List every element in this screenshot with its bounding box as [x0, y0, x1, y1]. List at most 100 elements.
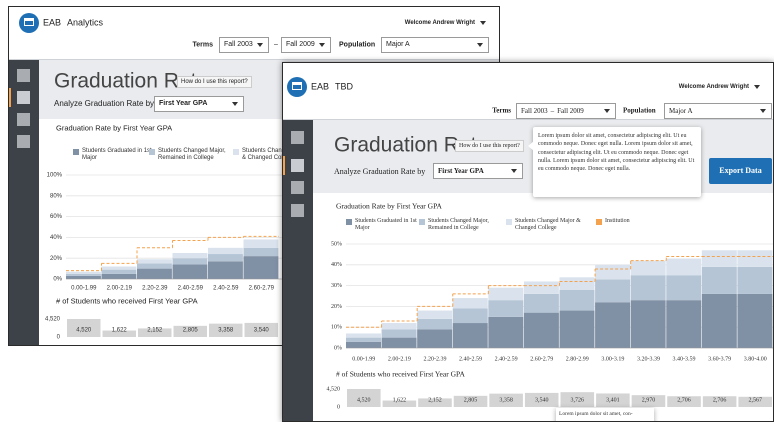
nav-icon[interactable]	[17, 91, 30, 104]
y-tick-label: 100%	[47, 173, 63, 179]
count-tick-label: 4,520	[327, 386, 341, 392]
count-value-label: 2,706	[677, 397, 691, 403]
count-bar	[667, 396, 701, 407]
terms-select[interactable]: Fall 2003– Fall 2009	[516, 103, 616, 119]
bar-segment	[488, 287, 524, 301]
bar-segment	[701, 293, 737, 348]
bar-segment	[523, 293, 559, 313]
bar-segment	[346, 337, 381, 342]
term-end: Fall 2009	[557, 107, 584, 115]
count-value-label: 1,622	[393, 397, 407, 403]
legend-swatch	[596, 219, 602, 225]
help-link[interactable]: How do I use this report?	[455, 140, 524, 152]
x-tick-label: 2.40-2.59	[178, 286, 204, 292]
count-bar	[418, 398, 452, 407]
export-button[interactable]: Export Data	[709, 158, 772, 184]
legend-swatch	[419, 219, 425, 225]
bar-segment	[208, 254, 243, 262]
bar-segment	[101, 266, 137, 270]
bar-segment	[346, 341, 381, 348]
y-tick-label: 50%	[331, 241, 342, 247]
help-link[interactable]: How do I use this report?	[177, 76, 252, 88]
bar-segment	[452, 298, 488, 309]
help-tooltip: Lorem ipsum dolor sit amet, consectetur …	[533, 127, 701, 197]
count-bar	[489, 393, 523, 407]
bar-segment	[137, 263, 172, 269]
term-end-select[interactable]: Fall 2009	[281, 37, 331, 53]
nav-icon[interactable]	[291, 181, 304, 194]
nav-icon[interactable]	[17, 135, 30, 148]
term-start: Fall 2003	[521, 107, 548, 115]
logo	[19, 13, 39, 33]
term-separator: –	[274, 41, 278, 49]
logo	[287, 77, 307, 97]
bar-segment	[243, 247, 279, 257]
x-tick-label: 2.60-2.79	[249, 286, 275, 292]
count-bar	[138, 328, 172, 337]
count-bar	[702, 396, 737, 407]
count-tooltip: Lorem ipsum dolor sit amet, con-	[556, 408, 654, 421]
count-value-label: 2,152	[428, 397, 442, 403]
nav-icon[interactable]	[291, 204, 304, 217]
bar-segment	[381, 337, 417, 348]
chart-title: Graduation Rate by First Year GPA	[336, 201, 442, 211]
y-tick-label: 40%	[331, 262, 342, 268]
x-tick-label: 2.20-2.39	[423, 356, 446, 362]
bar-segment	[137, 259, 172, 264]
bar-segment	[630, 300, 666, 348]
nav-active	[283, 156, 285, 175]
bar-segment	[208, 247, 243, 255]
header-divider	[9, 59, 499, 60]
analyze-select[interactable]: First Year GPA	[154, 96, 244, 112]
y-tick-label: 0%	[53, 277, 62, 283]
y-tick-label: 10%	[331, 325, 342, 331]
bar-segment	[381, 329, 417, 338]
bar-segment	[737, 266, 773, 294]
population-select[interactable]: Major A	[381, 37, 489, 53]
legend-label: Institution	[605, 218, 630, 224]
bar-segment	[701, 266, 737, 294]
analyze-select[interactable]: First Year GPA	[433, 163, 523, 179]
brand: EAB	[43, 17, 62, 28]
y-tick-label: 80%	[50, 193, 63, 199]
legend-swatch	[233, 149, 239, 155]
x-tick-label: 2.20-2.39	[142, 286, 168, 292]
count-value-label: 3,358	[499, 397, 513, 403]
bar-segment	[417, 329, 453, 348]
x-tick-label: 2.00-2.19	[107, 286, 133, 292]
chart-title: Graduation Rate by First Year GPA	[56, 123, 173, 133]
population-select[interactable]: Major A	[664, 103, 772, 119]
nav-icon[interactable]	[17, 113, 30, 126]
welcome-menu[interactable]: Welcome Andrew Wright	[405, 20, 487, 26]
population-label: Population	[623, 106, 656, 115]
logo-mark	[292, 82, 302, 90]
term-start-select[interactable]: Fall 2003	[219, 37, 269, 53]
bar-segment	[101, 269, 137, 274]
bar-segment	[101, 273, 137, 279]
x-tick-label: 3.20-3.39	[637, 356, 660, 362]
count-title: # of Students who received First Year GP…	[336, 369, 465, 379]
bar-segment	[737, 293, 773, 348]
bar-segment	[488, 300, 524, 317]
count-title: # of Students who received First Year GP…	[56, 296, 198, 306]
chart: 0% 20% 40% 60% 80% 100% 0.00-1.99 2.00-2.19 2.20…	[45, 173, 499, 341]
nav-icon[interactable]	[291, 131, 304, 144]
y-tick-label: 20%	[50, 256, 63, 262]
bar-segment	[701, 250, 737, 267]
x-tick-label: 2.40-2.59	[495, 356, 518, 362]
logo-mark	[24, 18, 34, 26]
welcome-menu[interactable]: Welcome Andrew Wright	[679, 84, 761, 90]
count-tick-label: 0	[337, 404, 340, 410]
count-value-label: 4,520	[76, 328, 92, 334]
nav-icon[interactable]	[291, 159, 304, 172]
analyze-label: Analyze Graduation Rate by	[334, 167, 426, 176]
nav-icon[interactable]	[17, 69, 30, 82]
count-value-label: 2,805	[464, 397, 478, 403]
count-bar	[102, 330, 136, 337]
x-tick-label: 2.80-2.99	[566, 356, 589, 362]
count-value-label: 3,540	[535, 397, 549, 403]
count-bar	[453, 395, 488, 407]
count-value-label: 2,706	[713, 397, 727, 403]
count-bar	[631, 395, 666, 407]
